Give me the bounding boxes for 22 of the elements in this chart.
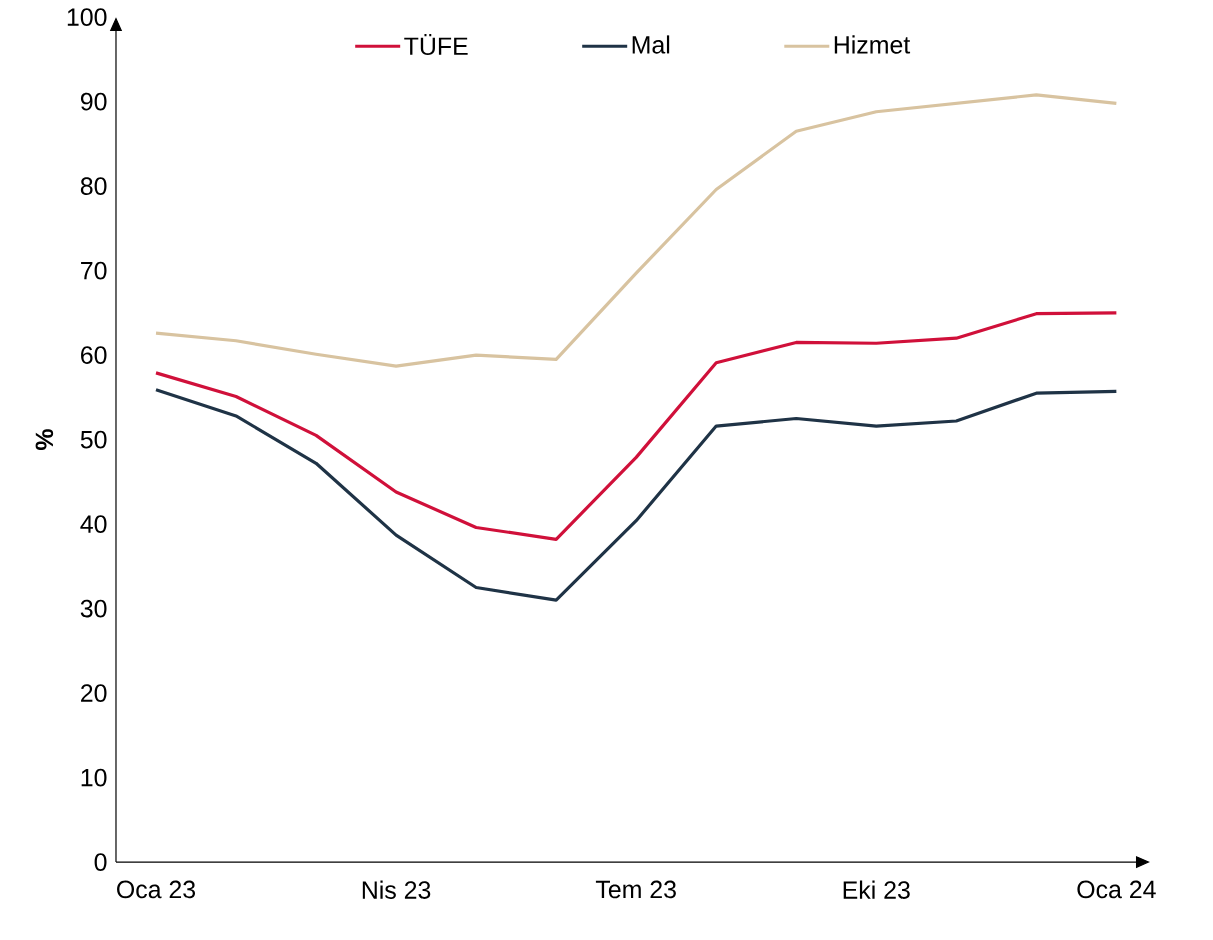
- x-tick-label: Oca 23: [117, 880, 196, 899]
- line-series: [154, 311, 1118, 541]
- y-tick-label: 40: [80, 515, 107, 533]
- y-tick-label: 0: [94, 853, 107, 871]
- y-tick-label: 70: [81, 261, 107, 280]
- x-tick-label: Oca 24: [1077, 880, 1156, 899]
- y-tick-label: 60: [81, 346, 107, 364]
- y-tick-label: 30: [80, 599, 107, 618]
- y-axis-title: %: [35, 429, 54, 451]
- legend-label: Hizmet: [834, 35, 911, 54]
- legend-label: Mal: [632, 35, 670, 54]
- y-tick-label: 100: [67, 8, 107, 26]
- x-tick-label: Tem 23: [595, 880, 676, 899]
- y-tick-label: 90: [80, 92, 107, 111]
- y-tick-label: 80: [80, 177, 107, 195]
- line-series: [154, 388, 1118, 602]
- x-tick-label: Nis 23: [362, 880, 431, 899]
- legend-label: TÜFE: [404, 33, 468, 56]
- y-tick-label: 50: [80, 430, 107, 449]
- y-tick-label: 20: [81, 684, 107, 702]
- y-tick-label: 10: [81, 768, 107, 787]
- x-tick-label: Eki 23: [843, 880, 910, 899]
